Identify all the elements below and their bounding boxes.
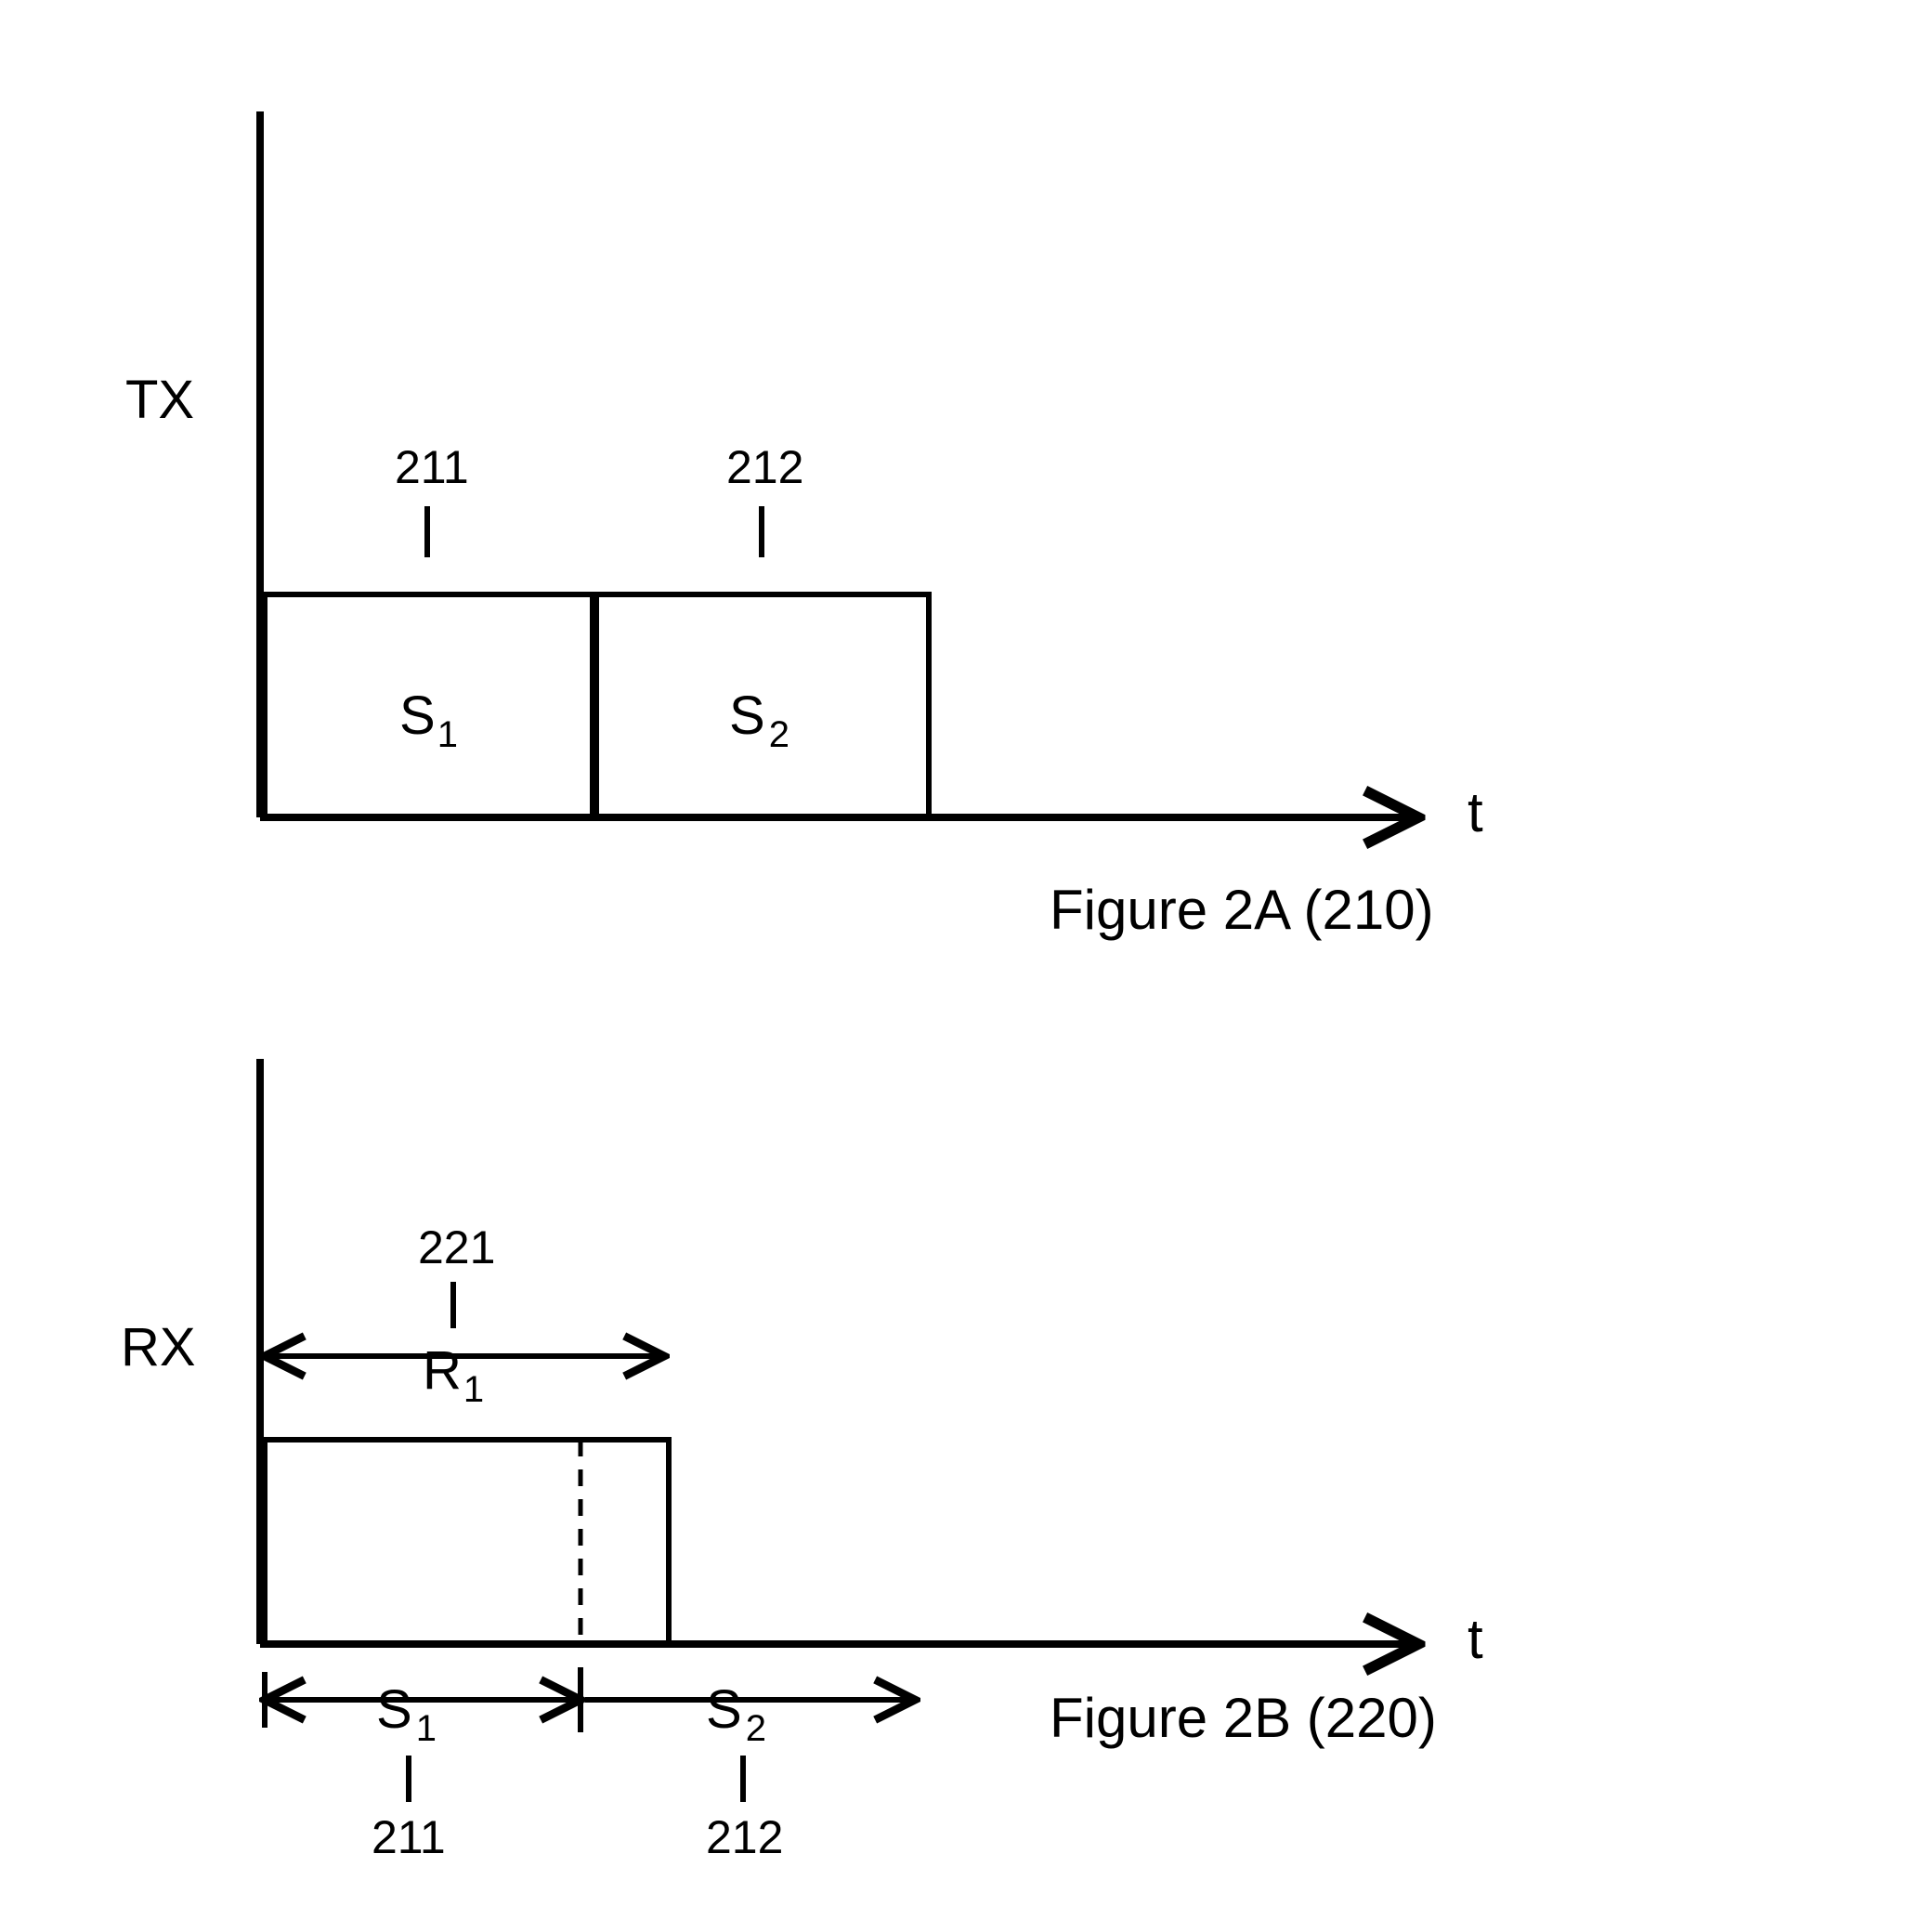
caption-b: Figure 2B (220)	[1050, 1687, 1437, 1749]
s2-label-a: S2	[729, 685, 789, 755]
s1-label-b: S1	[376, 1679, 437, 1749]
figure-2a: TX t S1 S2 211 212 Figure 2A (210)	[125, 111, 1483, 941]
ref-221: 221	[418, 1221, 495, 1273]
y-axis-label-a: TX	[125, 370, 194, 430]
figure-2b: RX t R1 221 S1 S2 211 21	[121, 1059, 1483, 1863]
x-axis-label-a: t	[1468, 781, 1483, 843]
ref-211-b: 211	[372, 1811, 446, 1863]
ref-212-a: 212	[726, 441, 803, 493]
s2-label-b: S2	[706, 1679, 766, 1749]
ref-211-a: 211	[395, 441, 469, 493]
ref-212-b: 212	[706, 1811, 783, 1863]
y-axis-label-b: RX	[121, 1317, 196, 1377]
x-axis-label-b: t	[1468, 1608, 1483, 1670]
s1-label-a: S1	[399, 685, 458, 755]
r1-label: R1	[423, 1340, 484, 1410]
caption-a: Figure 2A (210)	[1050, 879, 1434, 941]
box-r1	[265, 1440, 669, 1644]
